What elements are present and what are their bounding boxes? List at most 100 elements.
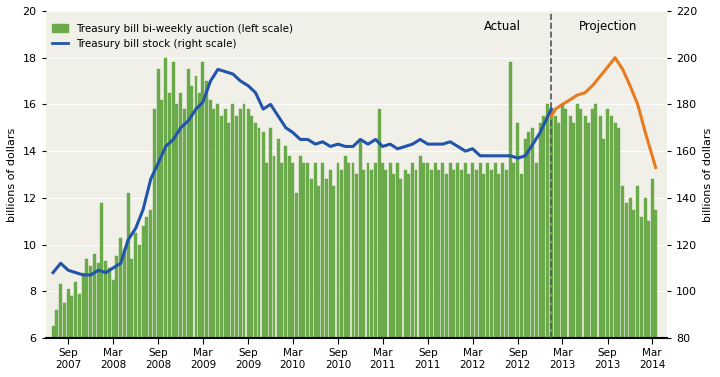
Bar <box>78 294 81 377</box>
Bar <box>291 163 294 377</box>
Bar <box>362 170 365 377</box>
Bar <box>310 179 312 377</box>
Bar <box>254 123 257 377</box>
Bar <box>261 132 265 377</box>
Bar <box>187 69 190 377</box>
Bar <box>572 123 575 377</box>
Bar <box>587 123 590 377</box>
Bar <box>602 139 605 377</box>
Bar <box>359 139 362 377</box>
Bar <box>366 163 369 377</box>
Bar <box>74 282 77 377</box>
Bar <box>142 226 145 377</box>
Bar <box>613 123 616 377</box>
Bar <box>52 326 55 377</box>
Bar <box>430 170 433 377</box>
Bar <box>299 156 302 377</box>
Bar <box>284 146 287 377</box>
Bar <box>108 268 111 377</box>
Bar <box>89 266 92 377</box>
Bar <box>437 170 440 377</box>
Bar <box>621 186 624 377</box>
Bar <box>231 104 235 377</box>
Bar <box>426 163 429 377</box>
Bar <box>67 289 70 377</box>
Bar <box>505 170 508 377</box>
Bar <box>482 175 485 377</box>
Bar <box>157 69 160 377</box>
Bar <box>325 179 328 377</box>
Bar <box>344 156 347 377</box>
Bar <box>112 280 114 377</box>
Bar <box>576 104 579 377</box>
Bar <box>595 104 598 377</box>
Bar <box>120 238 122 377</box>
Bar <box>250 116 253 377</box>
Bar <box>377 109 381 377</box>
Bar <box>370 170 373 377</box>
Bar <box>336 163 339 377</box>
Bar <box>340 170 343 377</box>
Text: Projection: Projection <box>578 20 637 33</box>
Bar <box>82 273 85 377</box>
Legend: Treasury bill bi-weekly auction (left scale), Treasury bill stock (right scale): Treasury bill bi-weekly auction (left sc… <box>48 20 297 53</box>
Bar <box>194 77 197 377</box>
Bar <box>654 210 657 377</box>
Bar <box>569 116 572 377</box>
Bar <box>554 116 557 377</box>
Bar <box>550 109 553 377</box>
Text: Actual: Actual <box>484 20 521 33</box>
Bar <box>516 123 519 377</box>
Bar <box>557 123 560 377</box>
Bar <box>531 128 534 377</box>
Bar <box>164 58 167 377</box>
Bar <box>138 245 140 377</box>
Bar <box>419 156 422 377</box>
Bar <box>176 104 179 377</box>
Bar <box>224 109 227 377</box>
Bar <box>415 170 418 377</box>
Bar <box>617 128 620 377</box>
Bar <box>209 100 212 377</box>
Bar <box>441 163 444 377</box>
Bar <box>580 109 582 377</box>
Bar <box>239 109 242 377</box>
Bar <box>104 261 107 377</box>
Bar <box>422 163 425 377</box>
Bar <box>314 163 317 377</box>
Bar <box>205 81 208 377</box>
Bar <box>486 163 489 377</box>
Bar <box>265 163 268 377</box>
Bar <box>93 254 96 377</box>
Bar <box>243 104 246 377</box>
Bar <box>134 233 138 377</box>
Bar <box>498 175 500 377</box>
Bar <box>306 163 309 377</box>
Bar <box>523 139 527 377</box>
Bar <box>445 175 448 377</box>
Bar <box>384 170 387 377</box>
Bar <box>130 259 133 377</box>
Bar <box>411 163 414 377</box>
Bar <box>464 163 467 377</box>
Bar <box>280 163 283 377</box>
Bar <box>520 175 523 377</box>
Bar <box>564 109 567 377</box>
Bar <box>153 109 156 377</box>
Bar <box>321 163 324 377</box>
Bar <box>471 163 474 377</box>
Bar <box>452 170 455 377</box>
Bar <box>302 163 305 377</box>
Bar <box>400 179 402 377</box>
Bar <box>583 116 587 377</box>
Bar <box>433 163 436 377</box>
Bar <box>96 263 100 377</box>
Bar <box>228 123 230 377</box>
Bar <box>168 93 171 377</box>
Bar <box>351 163 354 377</box>
Bar <box>273 156 276 377</box>
Bar <box>467 175 470 377</box>
Bar <box>115 256 118 377</box>
Bar <box>539 123 541 377</box>
Bar <box>591 109 594 377</box>
